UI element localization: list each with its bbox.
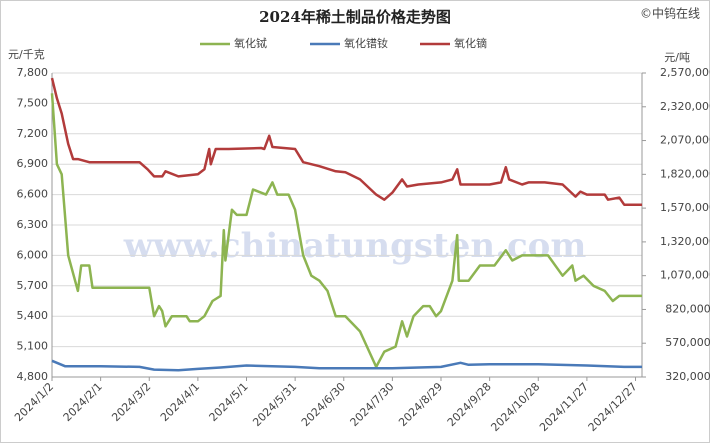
y-tick-label: 6,300	[17, 218, 49, 231]
y-axis-label: 元/千克	[8, 48, 45, 61]
y-tick-label: 6,000	[17, 248, 49, 261]
y-tick-label: 7,200	[17, 127, 49, 140]
y2-tick-label: 1,820,000	[660, 167, 710, 180]
y-tick-label: 7,500	[17, 96, 49, 109]
series-line	[50, 93, 642, 369]
y2-tick-label: 2,070,000	[660, 134, 710, 147]
legend-label: 氧化铽	[234, 36, 267, 50]
series-line	[51, 359, 642, 372]
y-tick-label: 5,100	[17, 340, 49, 353]
y2-tick-label: 2,320,000	[660, 100, 710, 113]
y2-tick-label: 1,320,000	[660, 235, 710, 248]
source: ©中钨在线	[640, 6, 700, 21]
y-tick-label: 6,900	[17, 157, 49, 170]
y2-axis-label: 元/吨	[664, 51, 690, 64]
y2-tick-label: 570,000	[665, 336, 710, 349]
legend-label: 氧化镝	[454, 36, 487, 50]
y-tick-label: 4,800	[17, 370, 49, 383]
y2-tick-label: 320,000	[665, 370, 710, 383]
y2-tick-label: 1,570,000	[660, 201, 710, 214]
legend-label: 氧化镨钕	[344, 36, 388, 50]
y2-tick-label: 1,070,000	[660, 269, 710, 282]
y-tick-label: 6,600	[17, 188, 49, 201]
chart-title: 2024年稀土制品价格走势图	[259, 8, 451, 26]
y2-tick-label: 2,570,000	[660, 66, 710, 79]
y-tick-label: 5,700	[17, 279, 49, 292]
watermark: www.chinatungsten.com	[123, 226, 587, 266]
y-tick-label: 5,400	[17, 309, 49, 322]
y2-tick-label: 820,000	[665, 302, 710, 315]
series-line	[50, 77, 642, 206]
y-tick-label: 7,800	[17, 66, 49, 79]
